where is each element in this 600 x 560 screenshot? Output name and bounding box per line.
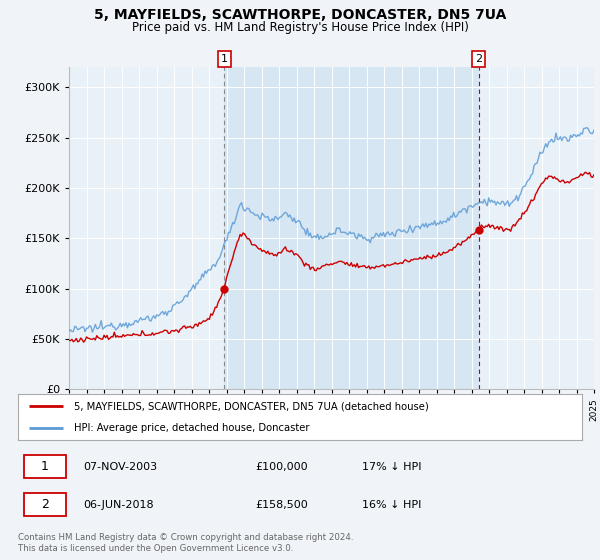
Text: £100,000: £100,000	[255, 461, 308, 472]
Text: 16% ↓ HPI: 16% ↓ HPI	[362, 500, 421, 510]
Text: 1: 1	[41, 460, 49, 473]
Text: 17% ↓ HPI: 17% ↓ HPI	[362, 461, 422, 472]
Text: 2: 2	[475, 54, 482, 64]
Text: HPI: Average price, detached house, Doncaster: HPI: Average price, detached house, Donc…	[74, 423, 310, 433]
Text: Price paid vs. HM Land Registry's House Price Index (HPI): Price paid vs. HM Land Registry's House …	[131, 21, 469, 34]
Text: 5, MAYFIELDS, SCAWTHORPE, DONCASTER, DN5 7UA: 5, MAYFIELDS, SCAWTHORPE, DONCASTER, DN5…	[94, 8, 506, 22]
Text: 2: 2	[41, 498, 49, 511]
Text: Contains HM Land Registry data © Crown copyright and database right 2024.
This d: Contains HM Land Registry data © Crown c…	[18, 533, 353, 553]
Text: 07-NOV-2003: 07-NOV-2003	[83, 461, 157, 472]
Text: £158,500: £158,500	[255, 500, 308, 510]
Bar	[224, 67, 479, 389]
Text: 1: 1	[221, 54, 228, 64]
Text: 5, MAYFIELDS, SCAWTHORPE, DONCASTER, DN5 7UA (detached house): 5, MAYFIELDS, SCAWTHORPE, DONCASTER, DN5…	[74, 401, 429, 411]
Text: 06-JUN-2018: 06-JUN-2018	[83, 500, 154, 510]
FancyBboxPatch shape	[23, 455, 66, 478]
FancyBboxPatch shape	[23, 493, 66, 516]
